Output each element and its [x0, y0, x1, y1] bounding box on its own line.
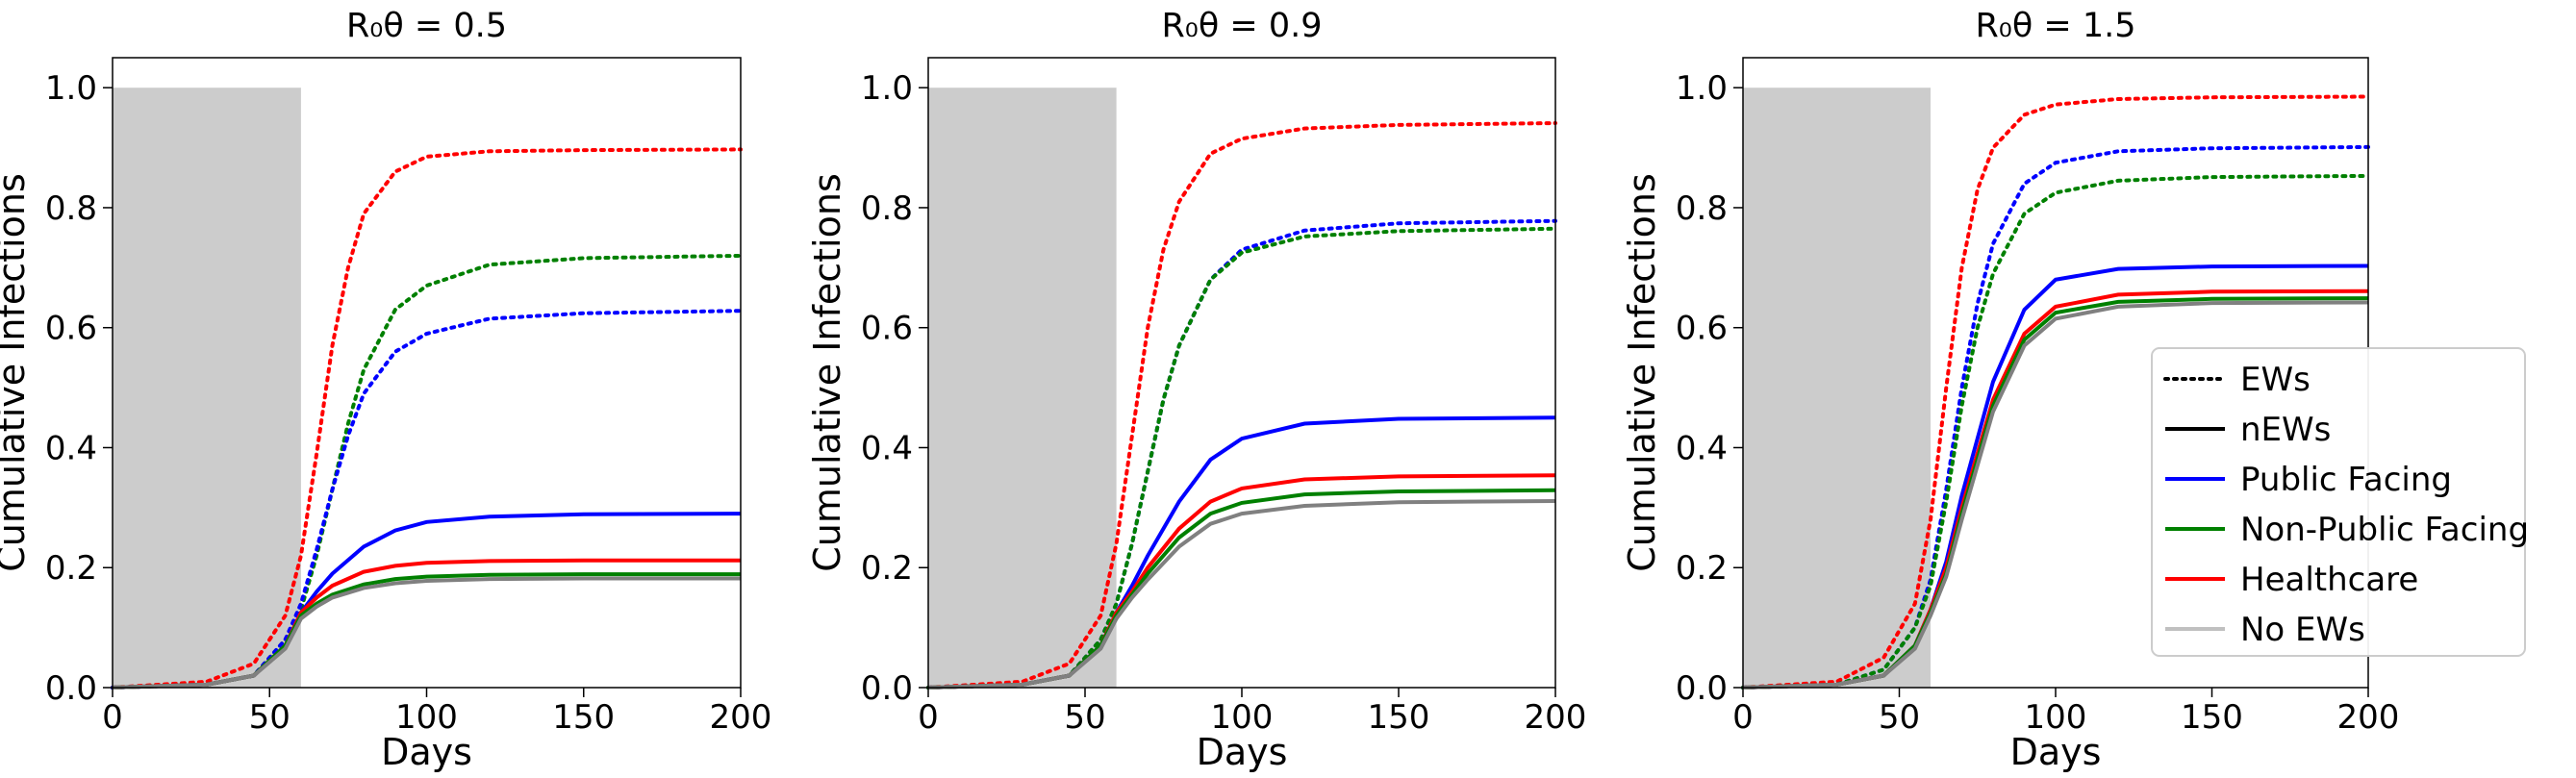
x-tick-label: 100 [395, 698, 458, 737]
y-tick-label: 0.8 [45, 189, 97, 228]
legend-box [2151, 347, 2526, 657]
x-axis-label: Days [381, 731, 472, 773]
x-tick-label: 150 [2181, 698, 2243, 737]
x-tick-label: 100 [1211, 698, 1274, 737]
x-axis-label: Days [2010, 731, 2102, 773]
x-tick-label: 200 [2337, 698, 2400, 737]
chart-title: R₀θ = 0.5 [346, 7, 507, 45]
x-tick-label: 50 [1879, 698, 1920, 737]
series-line-non-public-facing-ews [1741, 173, 2370, 690]
y-axis-label: Cumulative Infections [0, 173, 33, 572]
y-tick-label: 0.6 [45, 310, 97, 348]
x-tick-label: 0 [102, 698, 123, 737]
shaded-region [1743, 88, 1931, 688]
legend-label: Non-Public Facing [2240, 511, 2529, 549]
y-tick-label: 0.6 [1676, 310, 1728, 348]
series-line-healthcare-ews [1741, 94, 2370, 690]
y-tick-label: 0.2 [861, 549, 913, 588]
y-tick-label: 1.0 [45, 69, 97, 108]
chart-title: R₀θ = 1.5 [1975, 7, 2135, 45]
y-axis-label: Cumulative Infections [1621, 173, 1663, 572]
series-line-no-ews-news [927, 499, 1556, 690]
shaded-region [928, 88, 1117, 688]
y-tick-label: 0.8 [1676, 189, 1728, 228]
series-line-no-ews-news [1742, 300, 2369, 690]
x-tick-label: 0 [1732, 698, 1754, 737]
y-tick-label: 0.4 [45, 429, 97, 467]
y-tick-label: 0.4 [1676, 429, 1728, 467]
x-tick-label: 150 [552, 698, 615, 737]
legend: EWs nEWs Public Facing Non-Public Facing Hea… [2151, 347, 2529, 657]
shaded-region [113, 88, 301, 688]
y-tick-label: 1.0 [861, 69, 913, 108]
x-tick-label: 100 [2025, 698, 2087, 737]
legend-label: Public Facing [2240, 461, 2452, 499]
y-tick-label: 1.0 [1676, 69, 1728, 108]
x-tick-label: 0 [918, 698, 939, 737]
x-tick-label: 50 [249, 698, 290, 737]
x-tick-label: 50 [1064, 698, 1105, 737]
chart-panel-1: 0 50 100 150 200 0.0 0.2 0.4 0.6 0.8 1.0 R₀θ = 0.5 D… [0, 7, 771, 773]
y-tick-label: 0.2 [1676, 549, 1728, 588]
y-tick-label: 0.0 [1676, 669, 1728, 708]
legend-label: Healthcare [2240, 561, 2418, 599]
x-tick-label: 200 [1525, 698, 1587, 737]
series-line-no-ews-news [112, 576, 741, 690]
series-line-healthcare-ews [926, 121, 1557, 690]
chart-title: R₀θ = 0.9 [1161, 7, 1322, 45]
x-axis-label: Days [1197, 731, 1288, 773]
y-tick-label: 0.2 [45, 549, 97, 588]
legend-label: No EWs [2240, 611, 2365, 649]
legend-label: nEWs [2240, 411, 2331, 449]
y-tick-label: 0.8 [861, 189, 913, 228]
x-tick-label: 150 [1368, 698, 1430, 737]
y-tick-label: 0.4 [861, 429, 913, 467]
series-line-healthcare-ews [111, 147, 743, 690]
chart-panel-3: 0 50 100 150 200 0.0 0.2 0.4 0.6 0.8 1.0 R₀θ = 1.5 D… [1621, 7, 2529, 773]
y-tick-label: 0.6 [861, 310, 913, 348]
legend-label: EWs [2240, 361, 2311, 399]
y-tick-label: 0.0 [861, 669, 913, 708]
x-tick-label: 200 [710, 698, 772, 737]
chart-panel-2: 0 50 100 150 200 0.0 0.2 0.4 0.6 0.8 1.0 R₀θ = 0.9 D… [806, 7, 1586, 773]
y-tick-label: 0.0 [45, 669, 97, 708]
y-axis-label: Cumulative Infections [806, 173, 848, 572]
